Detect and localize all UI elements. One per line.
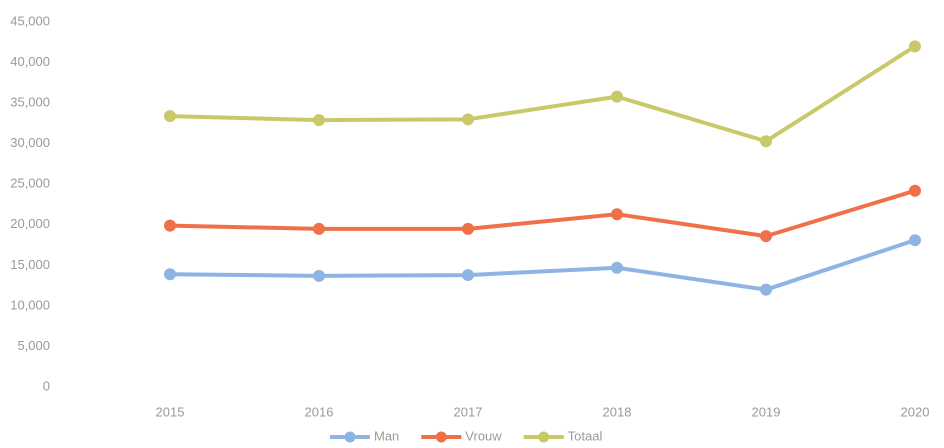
legend-marker [538, 431, 550, 443]
series-marker [462, 222, 474, 235]
x-tick-label: 2019 [752, 404, 781, 419]
series-marker [462, 113, 474, 126]
legend-marker [435, 431, 447, 443]
series-marker [611, 261, 623, 274]
series-marker [909, 184, 921, 197]
series-marker [611, 208, 623, 221]
y-tick-label: 20,000 [10, 216, 50, 231]
x-tick-label: 2016 [305, 404, 334, 419]
x-tick-label: 2017 [454, 404, 483, 419]
series-line [169, 238, 916, 292]
legend-label: Man [374, 428, 399, 443]
series-line [169, 188, 916, 239]
y-tick-label: 35,000 [10, 95, 50, 110]
legend-label: Vrouw [465, 428, 502, 443]
y-tick-label: 40,000 [10, 54, 50, 69]
series-marker [164, 268, 176, 281]
series-marker [313, 222, 325, 235]
y-tick-label: 30,000 [10, 135, 50, 150]
y-tick-label: 15,000 [10, 257, 50, 272]
series-marker [760, 230, 772, 243]
y-tick-label: 5,000 [17, 338, 50, 353]
series-marker [313, 114, 325, 127]
series-marker [164, 110, 176, 123]
legend-label: Totaal [568, 428, 603, 443]
y-tick-label: 0 [43, 378, 50, 393]
series-marker [164, 219, 176, 232]
series-marker [760, 135, 772, 148]
x-tick-label: 2015 [156, 404, 185, 419]
series-marker [909, 40, 921, 53]
legend-marker [344, 431, 356, 443]
x-tick-label: 2018 [603, 404, 632, 419]
y-tick-label: 25,000 [10, 176, 50, 191]
y-tick-label: 45,000 [10, 13, 50, 28]
series-line [169, 44, 917, 144]
series-marker [462, 269, 474, 282]
series-marker [611, 90, 623, 103]
series-marker [760, 283, 772, 296]
x-tick-label: 2020 [901, 404, 930, 419]
y-tick-label: 10,000 [10, 297, 50, 312]
series-marker [909, 234, 921, 247]
series-marker [313, 269, 325, 282]
